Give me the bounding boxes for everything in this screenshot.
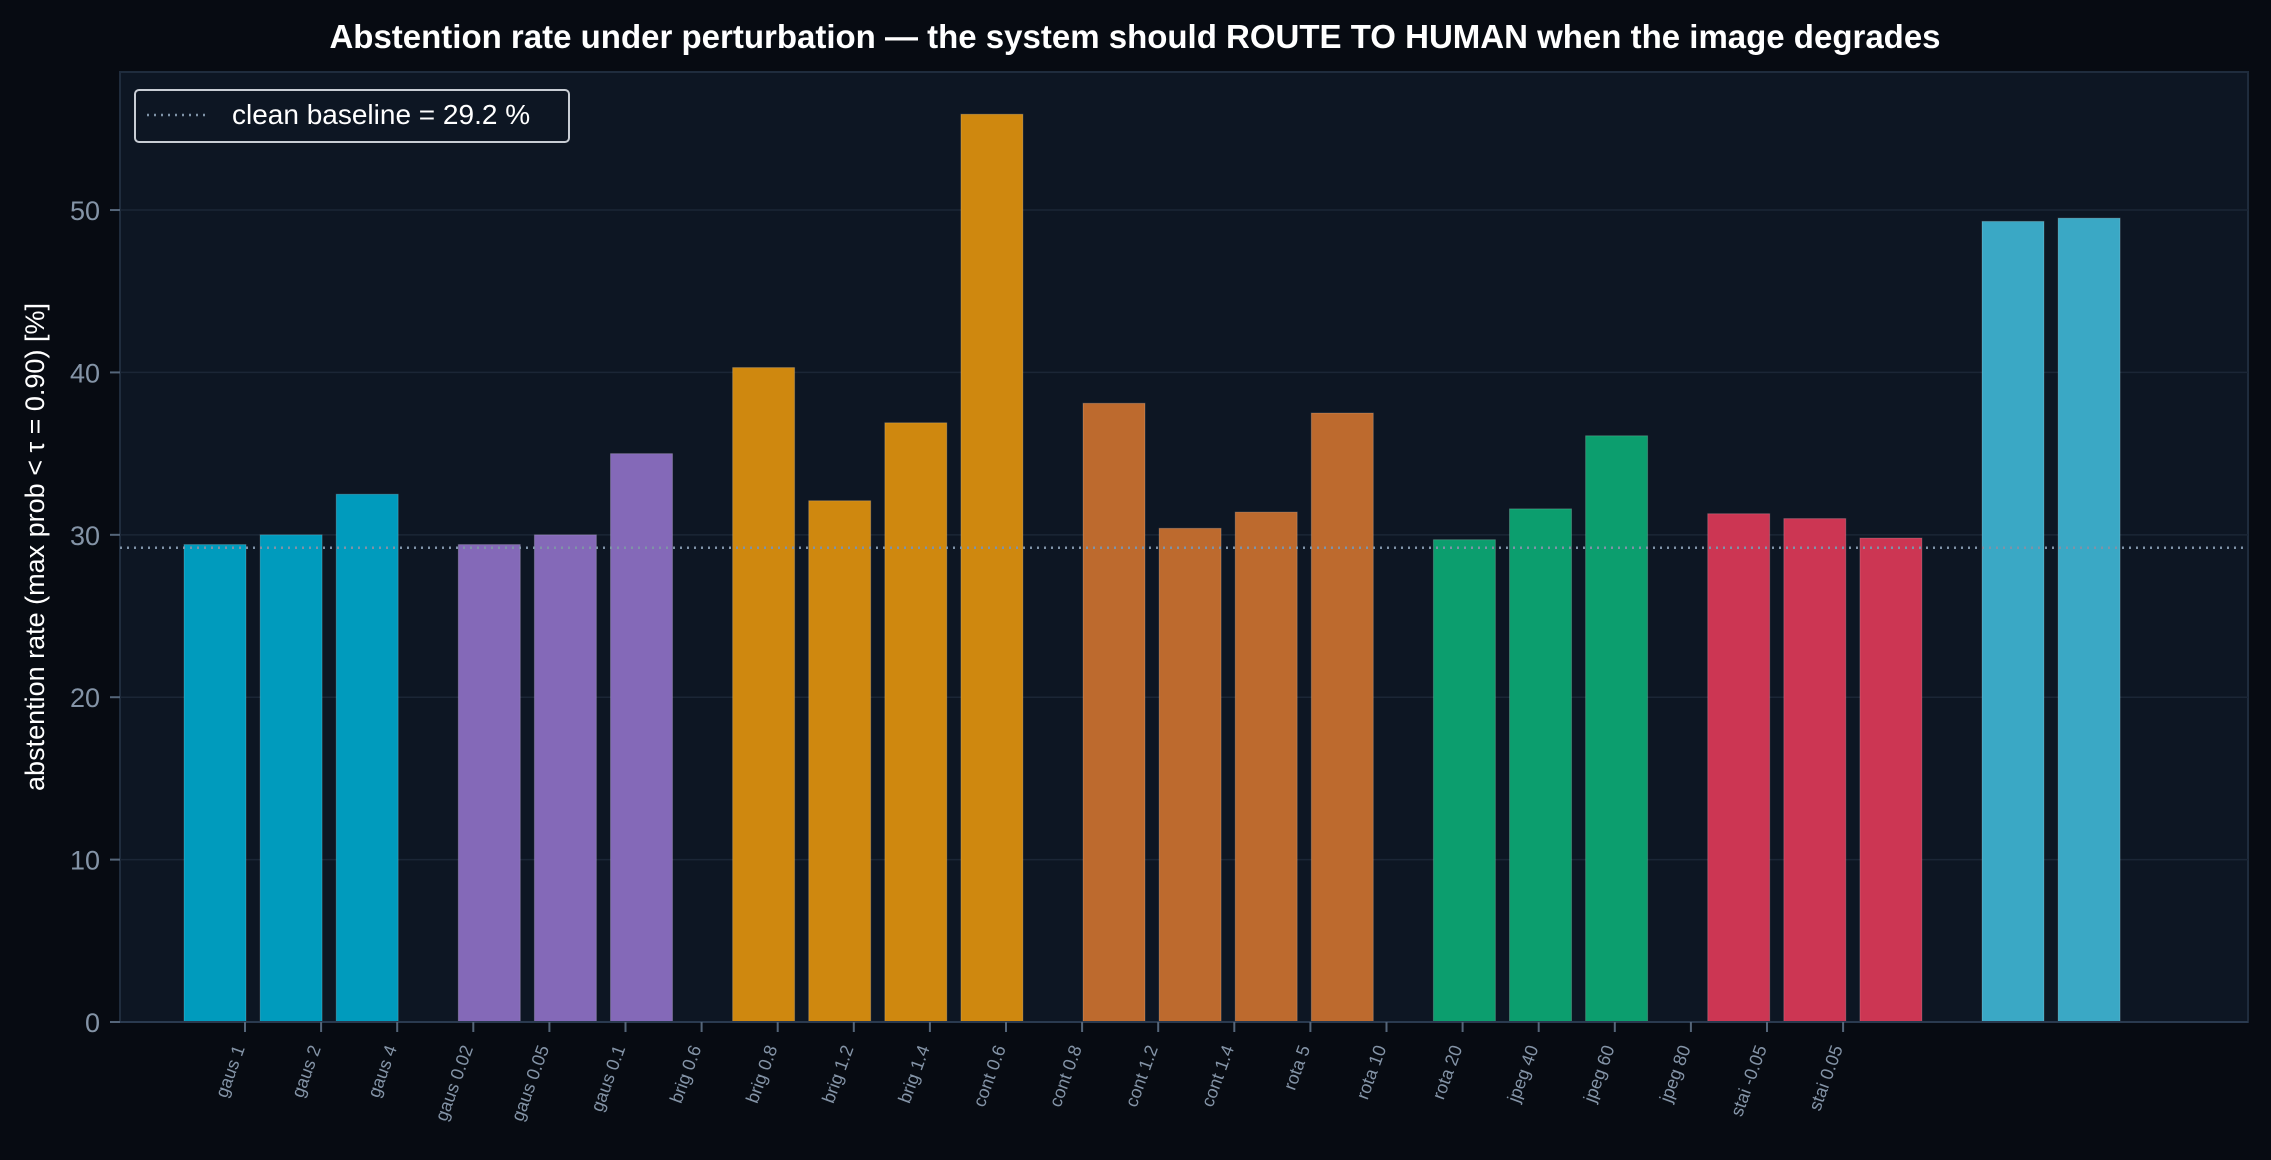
bar <box>1859 537 1923 1023</box>
bar <box>1707 513 1771 1023</box>
bar <box>808 500 872 1023</box>
y-tick-label: 20 <box>70 683 100 713</box>
bar <box>1981 220 2045 1023</box>
legend: clean baseline = 29.2 % <box>134 89 570 143</box>
bar <box>1158 527 1222 1023</box>
legend-box <box>134 89 570 143</box>
bar <box>884 422 948 1023</box>
y-tick-label: 10 <box>70 846 100 876</box>
y-tick-label: 50 <box>70 196 100 226</box>
legend-label: clean baseline = 29.2 % <box>232 99 530 130</box>
bar <box>1234 511 1298 1023</box>
y-axis: 0 10 20 30 40 50 <box>70 196 2248 1038</box>
bar-series <box>183 113 2121 1023</box>
y-tick-label: 40 <box>70 358 100 388</box>
chart-title: Abstention rate under perturbation — the… <box>329 18 1940 55</box>
bar <box>960 113 1024 1023</box>
bar <box>732 367 796 1023</box>
bar <box>335 493 399 1023</box>
bar <box>457 544 521 1023</box>
bar <box>1585 435 1649 1023</box>
y-tick-label: 30 <box>70 521 100 551</box>
bar <box>259 534 323 1023</box>
bar <box>183 544 247 1023</box>
bar <box>1310 412 1374 1023</box>
y-tick-label: 0 <box>85 1008 100 1038</box>
bar <box>1509 508 1572 1023</box>
bar <box>1432 539 1496 1023</box>
bar <box>1082 402 1146 1023</box>
bar <box>1783 518 1847 1023</box>
bar <box>2057 217 2121 1023</box>
y-axis-label: abstention rate (max prob < τ = 0.90) [%… <box>20 303 50 791</box>
bar <box>610 453 673 1023</box>
bar <box>533 534 597 1023</box>
